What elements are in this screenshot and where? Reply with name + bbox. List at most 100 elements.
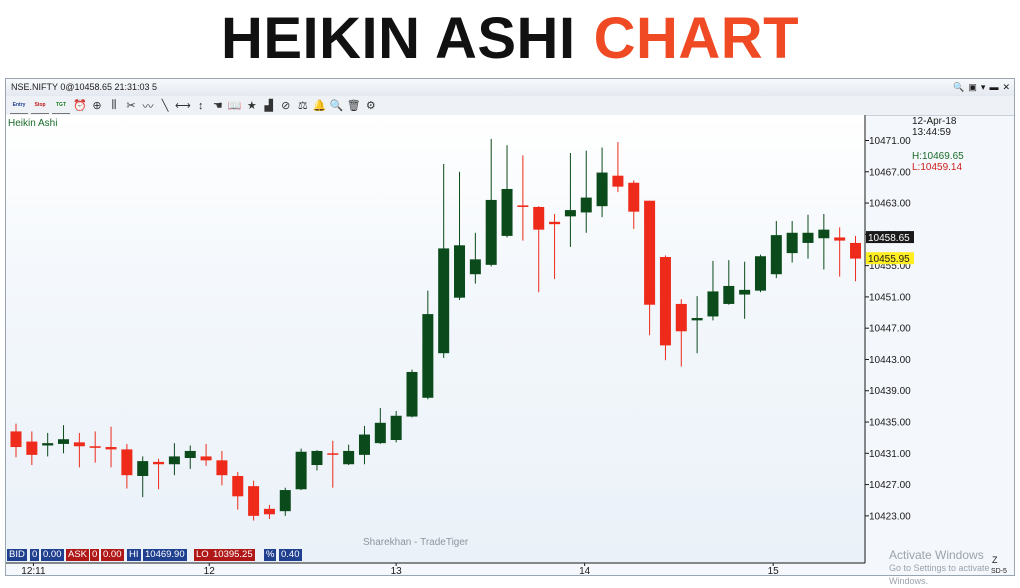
candle bbox=[406, 369, 418, 418]
freehand-icon[interactable]: 〰 bbox=[142, 100, 154, 113]
candle bbox=[10, 423, 22, 458]
candle-body bbox=[153, 461, 165, 465]
candle-body bbox=[263, 508, 275, 515]
chart-plot-area[interactable] bbox=[6, 115, 866, 563]
price-tag-last-label: 10458.65 bbox=[868, 233, 910, 244]
y-tick-label: 10435.00 bbox=[869, 418, 911, 429]
x-tick-label: 15 bbox=[768, 566, 780, 576]
y-tick-label: 10431.00 bbox=[869, 449, 911, 460]
candle-body bbox=[438, 248, 450, 354]
chart-label: Heikin Ashi bbox=[8, 118, 57, 129]
candle-body bbox=[469, 259, 481, 275]
scissors-lines-icon[interactable]: ✂ bbox=[126, 100, 136, 112]
candle bbox=[834, 227, 846, 277]
crosshair-icon[interactable]: ⊕ bbox=[92, 100, 102, 112]
indicator-circle-icon[interactable]: ⊘ bbox=[281, 100, 291, 112]
candles-group bbox=[10, 138, 862, 521]
alarm-clock-icon[interactable]: ⏰ bbox=[73, 100, 87, 112]
dropdown-icon[interactable]: ▾ bbox=[980, 82, 986, 92]
pointer-hand-icon[interactable]: ☚ bbox=[212, 100, 223, 112]
candle-body bbox=[248, 486, 260, 516]
candle-body bbox=[216, 460, 228, 476]
settings-gear-icon[interactable]: ⚙ bbox=[365, 100, 376, 112]
candle-body bbox=[232, 475, 244, 497]
y-tick-label: 10463.00 bbox=[869, 199, 911, 210]
candle bbox=[232, 472, 244, 510]
candle-body bbox=[628, 182, 640, 212]
candle bbox=[533, 206, 545, 293]
candle bbox=[73, 432, 85, 468]
candle bbox=[850, 235, 862, 282]
x-tick-label: 12:11 bbox=[21, 566, 46, 576]
pct-label: % bbox=[264, 549, 277, 561]
price-tag-current-bg bbox=[866, 252, 914, 265]
candle bbox=[42, 432, 54, 457]
corner-z-label: Z bbox=[992, 555, 998, 565]
candle bbox=[675, 299, 687, 367]
stop-button[interactable]: Stop bbox=[31, 97, 49, 114]
candle bbox=[422, 290, 434, 400]
candle-body bbox=[644, 200, 656, 305]
candle-body bbox=[279, 490, 291, 512]
candle bbox=[786, 221, 798, 263]
candle-body bbox=[580, 197, 592, 213]
lo-value: 10395.25 bbox=[211, 549, 255, 561]
search-zoom-icon[interactable]: 🔍 bbox=[953, 82, 965, 92]
candle-body bbox=[834, 237, 846, 241]
window-icon[interactable]: ▣ bbox=[968, 82, 977, 92]
candle bbox=[659, 255, 671, 361]
close-icon[interactable]: ✕ bbox=[1002, 82, 1010, 92]
candle-body bbox=[26, 441, 38, 455]
candle bbox=[691, 296, 703, 354]
bell-icon[interactable]: 🔔 bbox=[312, 100, 327, 112]
candle bbox=[580, 150, 592, 233]
vertical-line-icon[interactable]: ↕ bbox=[198, 99, 204, 112]
candle-body bbox=[358, 434, 370, 455]
candle-body bbox=[485, 199, 497, 265]
magnifier-icon[interactable]: 🔍 bbox=[329, 100, 344, 112]
candle bbox=[707, 260, 719, 321]
delete-icon[interactable]: 🗑 bbox=[346, 100, 361, 112]
window-controls: 🔍 ▣ ▾ ▬ ✕ bbox=[953, 79, 1010, 96]
corner-sd-label: SD-5 bbox=[991, 568, 1007, 575]
candle bbox=[644, 200, 656, 336]
minimize-icon[interactable]: ▬ bbox=[989, 82, 999, 92]
horizontal-line-icon[interactable]: ⟷ bbox=[175, 100, 191, 112]
y-tick-label: 10451.00 bbox=[869, 292, 911, 303]
candle-body bbox=[850, 242, 862, 259]
candle-body bbox=[549, 221, 561, 225]
candle bbox=[263, 504, 275, 519]
y-tick-label: 10455.00 bbox=[869, 261, 911, 272]
scale-icon[interactable]: ⚖ bbox=[297, 100, 308, 112]
candlestick-type-icon[interactable]: ⫼ bbox=[111, 99, 117, 111]
candle bbox=[374, 407, 386, 444]
candle bbox=[105, 426, 117, 468]
candle-body bbox=[596, 172, 608, 207]
book-icon[interactable]: 📖 bbox=[227, 100, 242, 112]
bar-chart-icon[interactable]: ▟ bbox=[264, 100, 274, 112]
ask-label: ASK bbox=[66, 549, 90, 561]
info-date: 12-Apr-18 bbox=[912, 116, 957, 127]
candle-body bbox=[659, 257, 671, 346]
trendline-icon[interactable]: ╲ bbox=[161, 100, 169, 112]
target-button[interactable]: TGT bbox=[52, 97, 70, 114]
candle bbox=[723, 260, 735, 305]
candle-body bbox=[58, 439, 70, 444]
y-tick-label: 10467.00 bbox=[869, 167, 911, 178]
candle-body bbox=[343, 450, 355, 465]
candle-body bbox=[10, 431, 22, 448]
candle bbox=[818, 214, 830, 270]
x-tick-label: 12 bbox=[204, 566, 216, 576]
candle bbox=[628, 180, 640, 229]
candle-body bbox=[121, 449, 133, 476]
candle bbox=[184, 445, 196, 469]
star-icon[interactable]: ★ bbox=[246, 100, 257, 112]
candle-body bbox=[802, 232, 814, 243]
entry-button[interactable]: Entry bbox=[10, 97, 28, 114]
ask-price: 0.00 bbox=[101, 549, 124, 561]
candle bbox=[89, 431, 101, 463]
candle-body bbox=[739, 289, 751, 295]
candle bbox=[26, 431, 38, 466]
candle-body bbox=[311, 450, 323, 466]
candle-body bbox=[137, 461, 149, 476]
